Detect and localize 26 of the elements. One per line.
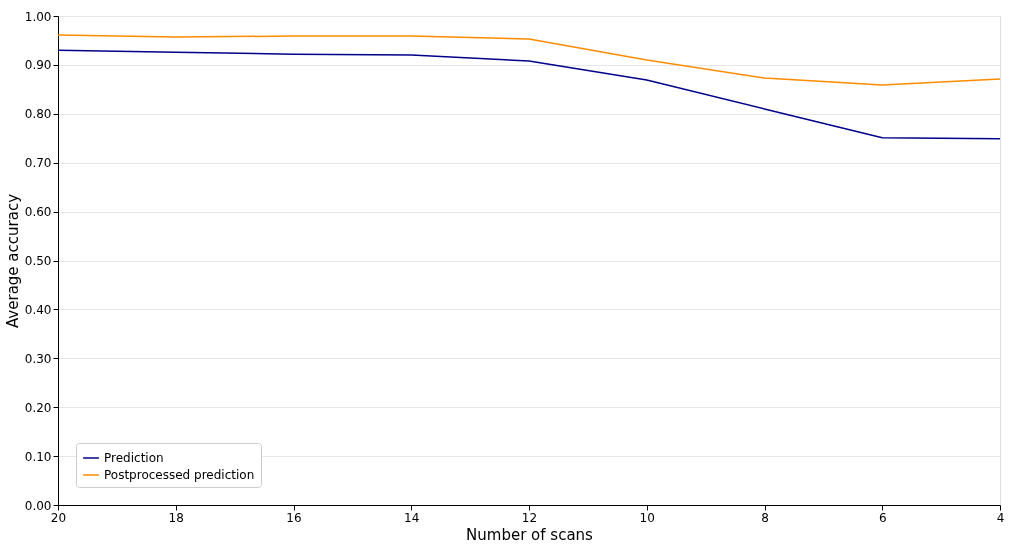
y-tick-label: 0.90: [24, 58, 52, 73]
x-tick-label: 16: [286, 510, 302, 525]
y-tick-label: 0.40: [24, 302, 52, 317]
x-tick-label: 14: [404, 510, 420, 525]
line-series: [57, 34, 1001, 86]
legend-label: Postprocessed prediction: [104, 468, 255, 482]
y-axis-title: Average accuracy: [3, 193, 22, 329]
y-tick-label: 0.10: [24, 449, 52, 464]
x-tick-label: 8: [761, 510, 769, 525]
x-axis-title: Number of scans: [466, 525, 594, 544]
x-tick-label: 20: [50, 510, 67, 525]
y-tick-label: 0.50: [24, 254, 52, 268]
legend-label: Prediction: [104, 451, 164, 465]
line-series: [57, 49, 1001, 140]
y-tick-label: 0.20: [24, 400, 52, 415]
x-tick-label: 12: [521, 510, 538, 525]
y-tick-label: 0.30: [24, 351, 52, 366]
y-tick-label: 0.80: [24, 107, 52, 122]
x-tick-label: 10: [639, 510, 655, 525]
y-tick-label: 1.00: [24, 9, 52, 24]
y-tick-label: 0.00: [24, 498, 52, 513]
y-tick-label: 0.60: [24, 205, 52, 220]
x-tick-label: 4: [996, 510, 1005, 525]
x-tick-label: 6: [878, 510, 887, 525]
x-tick-label: 18: [168, 510, 184, 525]
y-tick-label: 0.70: [24, 156, 52, 171]
